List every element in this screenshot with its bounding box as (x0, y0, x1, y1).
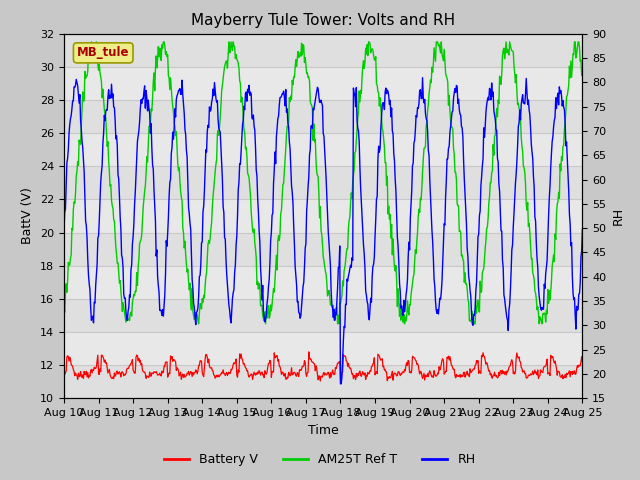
AM25T Ref T (367, 50, 374, 56)
Battery V (418, 372, 426, 378)
AM25T Ref T (198, 306, 205, 312)
Title: Mayberry Tule Tower: Volts and RH: Mayberry Tule Tower: Volts and RH (191, 13, 455, 28)
RH (337, 381, 344, 387)
Bar (64, 299, 582, 332)
AM25T Ref T (579, 69, 586, 75)
RH (417, 96, 425, 101)
AM25T Ref T (60, 304, 68, 310)
Line: RH: RH (64, 78, 582, 384)
AM25T Ref T (316, 204, 324, 209)
RH (174, 91, 182, 96)
Y-axis label: RH: RH (612, 207, 625, 225)
Legend: Battery V, AM25T Ref T, RH: Battery V, AM25T Ref T, RH (159, 448, 481, 471)
Line: Battery V: Battery V (64, 352, 582, 381)
Battery V (532, 369, 540, 375)
RH (579, 226, 586, 232)
Text: MB_tule: MB_tule (77, 47, 129, 60)
Bar (64, 100, 582, 133)
Battery V (316, 378, 324, 384)
AM25T Ref T (88, 39, 95, 45)
Bar (64, 166, 582, 199)
RH (60, 227, 68, 233)
Line: AM25T Ref T: AM25T Ref T (64, 42, 582, 324)
Battery V (196, 358, 204, 364)
Bar (64, 365, 582, 398)
Battery V (60, 369, 68, 374)
Battery V (367, 369, 374, 374)
AM25T Ref T (532, 296, 540, 302)
Bar (64, 233, 582, 266)
RH (315, 94, 323, 99)
AM25T Ref T (175, 168, 182, 174)
RH (532, 240, 540, 246)
RH (366, 305, 374, 311)
Battery V (316, 373, 323, 379)
X-axis label: Time: Time (308, 424, 339, 437)
AM25T Ref T (195, 321, 202, 327)
Battery V (174, 366, 182, 372)
Bar (64, 34, 582, 67)
RH (196, 273, 204, 278)
Battery V (305, 349, 312, 355)
RH (419, 75, 426, 81)
Battery V (579, 359, 586, 365)
Y-axis label: BattV (V): BattV (V) (22, 188, 35, 244)
AM25T Ref T (418, 185, 426, 191)
